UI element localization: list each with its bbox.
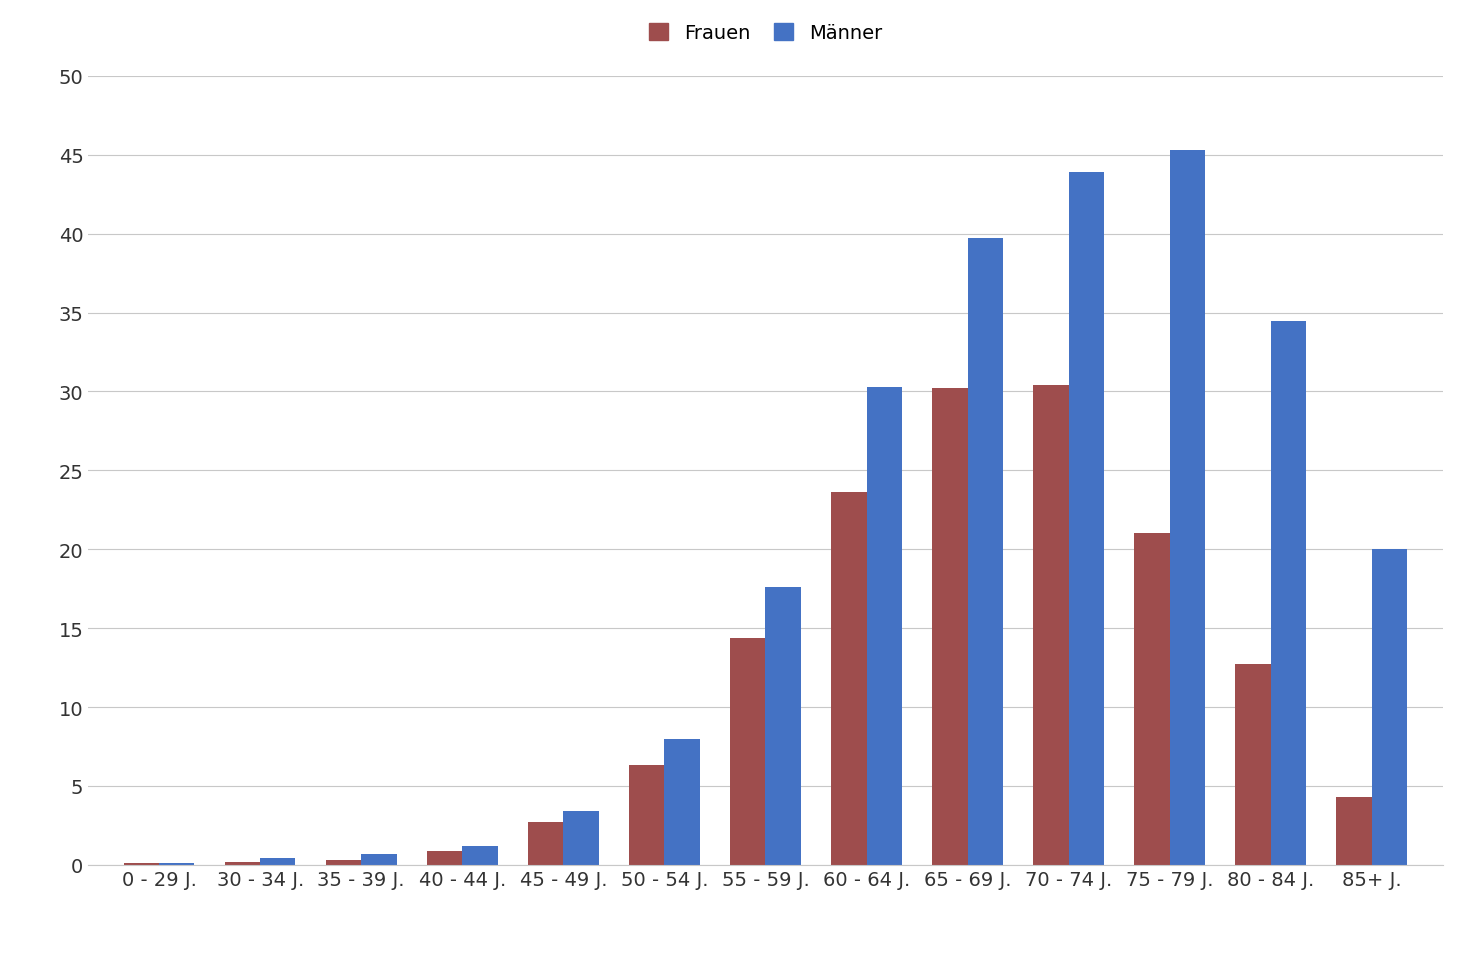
Bar	[427, 850, 462, 865]
Bar	[967, 239, 1002, 865]
Bar	[1270, 321, 1306, 865]
Bar	[261, 858, 296, 865]
Bar	[1135, 534, 1170, 865]
Bar	[159, 863, 194, 865]
Bar	[361, 854, 396, 865]
Bar	[1337, 797, 1372, 865]
Bar	[664, 739, 699, 865]
Bar	[124, 863, 159, 865]
Bar	[325, 860, 361, 865]
Bar	[1235, 665, 1270, 865]
Bar	[225, 862, 261, 865]
Bar	[1033, 385, 1069, 865]
Bar	[867, 387, 902, 865]
Bar	[564, 811, 599, 865]
Bar	[932, 389, 967, 865]
Bar	[1372, 550, 1407, 865]
Bar	[462, 846, 498, 865]
Bar	[629, 766, 664, 865]
Bar	[528, 823, 564, 865]
Bar	[1069, 173, 1104, 865]
Bar	[730, 638, 765, 865]
Bar	[832, 493, 867, 865]
Legend: Frauen, Männer: Frauen, Männer	[649, 24, 882, 43]
Bar	[765, 587, 801, 865]
Bar	[1170, 151, 1206, 865]
